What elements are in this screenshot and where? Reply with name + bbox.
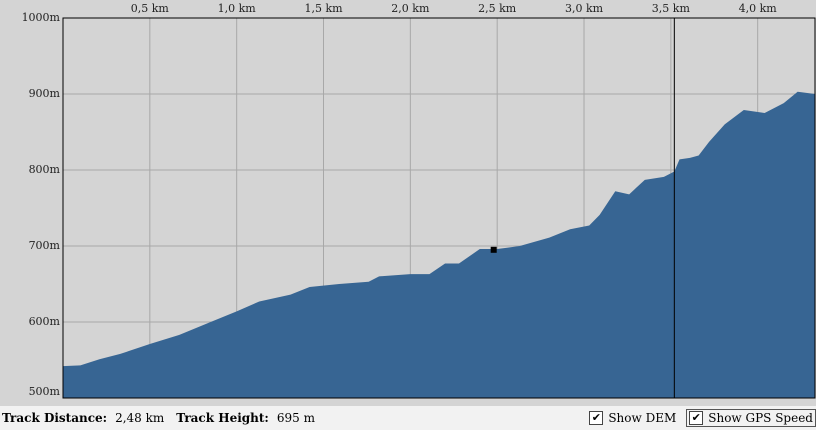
checkbox[interactable]: ✔ bbox=[589, 411, 604, 425]
y-tick-label: 500m bbox=[29, 385, 61, 398]
x-tick-label: 1,5 km bbox=[304, 2, 343, 15]
chart: 0,5 km 1,0 km 1,5 km 2,0 km 2,5 km 3,0 km 3,5 … bbox=[22, 2, 816, 399]
option-label: Show DEM bbox=[608, 411, 677, 425]
option-label: Show GPS Speed bbox=[708, 411, 813, 425]
checkbox[interactable]: ✔ bbox=[689, 411, 704, 425]
height-label: Track Height: bbox=[176, 411, 269, 425]
y-tick-label: 600m bbox=[29, 315, 61, 328]
option[interactable]: ✔ Show GPS Speed bbox=[686, 409, 816, 427]
distance-value: 2,48 km bbox=[115, 411, 165, 425]
x-tick-label: 2,5 km bbox=[478, 2, 517, 15]
x-tick-label: 4,0 km bbox=[739, 2, 778, 15]
x-tick-label: 0,5 km bbox=[131, 2, 170, 15]
plot-border bbox=[62, 17, 816, 399]
y-tick-label: 1000m bbox=[22, 11, 61, 24]
y-tick-label: 800m bbox=[29, 163, 61, 176]
position-marker bbox=[490, 246, 497, 253]
options: ✔ Show DEM ✔ Show GPS Speed bbox=[579, 409, 816, 427]
x-tick-label: 3,5 km bbox=[652, 2, 691, 15]
y-tick-label: 700m bbox=[29, 239, 61, 252]
x-tick-label: 3,0 km bbox=[565, 2, 604, 15]
x-tick-label: 2,0 km bbox=[391, 2, 430, 15]
status-bar: Track Distance: 2,48 km Track Height: 69… bbox=[0, 406, 816, 430]
elevation-area bbox=[63, 91, 815, 398]
distance-label: Track Distance: bbox=[2, 411, 108, 425]
x-tick-label: 1,0 km bbox=[218, 2, 257, 15]
option[interactable]: ✔ Show DEM bbox=[587, 409, 678, 427]
y-tick-label: 900m bbox=[29, 87, 61, 100]
height-value: 695 m bbox=[276, 411, 315, 425]
